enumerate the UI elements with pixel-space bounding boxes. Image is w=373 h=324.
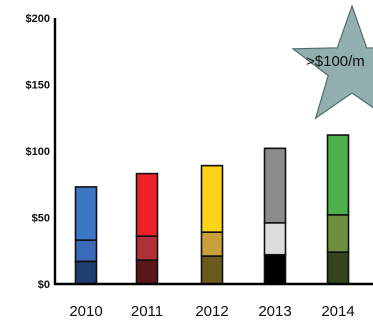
x-tick-label: 2014 [321,303,354,320]
bar-segment-2011-1 [135,259,159,285]
bar-segment-2011-2 [135,235,159,261]
bar-segment-2012-3 [200,164,224,233]
bar-segment-2012-1 [200,255,224,285]
y-tick-label: $100 [26,146,50,158]
bar-segment-2010-2 [74,239,98,263]
bar-segment-2011-3 [135,172,159,237]
x-tick-label: 2013 [258,303,291,320]
y-tick-label: $0 [38,279,50,291]
bar-segment-2013-2 [263,222,287,256]
y-tick-label: $200 [26,13,50,25]
bar-segment-2010-3 [74,186,98,241]
x-tick-label: 2010 [69,303,102,320]
bar-segment-2014-1 [326,251,350,285]
y-tick-label: $150 [26,80,50,92]
bar-segment-2014-2 [326,214,350,253]
y-tick-label: $50 [32,213,50,225]
star-callout-text: >$100/m [306,53,365,70]
x-tick-label: 2012 [195,303,228,320]
bar-segment-2014-3 [326,134,350,216]
bar-segment-2010-1 [74,260,98,285]
bar-segment-2013-3 [263,147,287,224]
star-callout-shape [291,4,373,120]
x-tick-label: 2011 [131,303,163,320]
bar-segment-2012-2 [200,231,224,257]
bar-segment-2013-1 [263,253,287,285]
